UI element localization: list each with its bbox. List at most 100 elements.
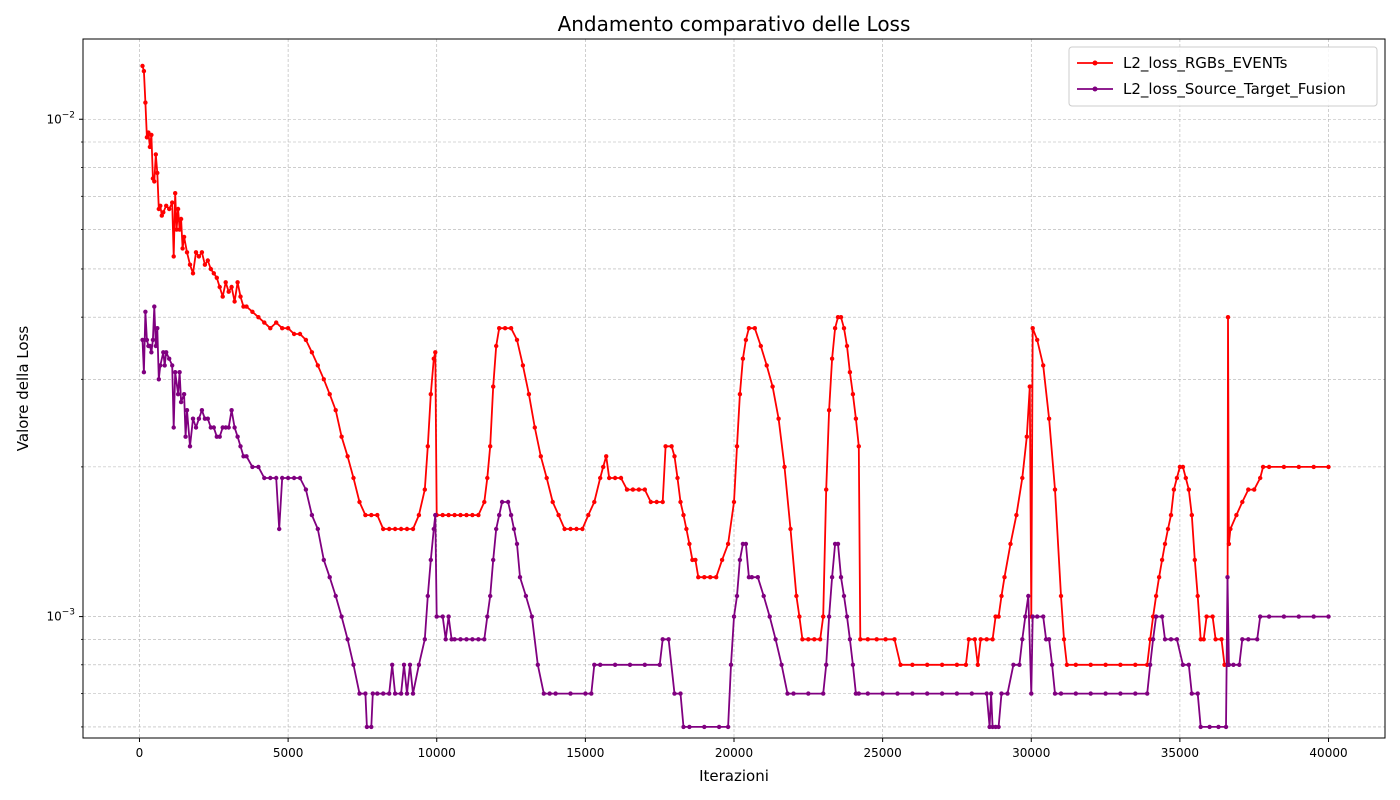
data-point <box>1210 614 1215 619</box>
data-point <box>1162 541 1168 547</box>
data-point <box>262 475 267 481</box>
data-point <box>1103 691 1108 696</box>
data-point <box>681 724 686 730</box>
data-point <box>895 691 900 696</box>
data-point <box>152 304 157 309</box>
data-point <box>607 475 612 481</box>
data-point <box>410 526 416 532</box>
x-tick-label: 30000 <box>1012 746 1050 760</box>
data-point <box>850 392 856 397</box>
series-1 <box>140 304 1331 730</box>
data-point <box>416 512 422 518</box>
data-point <box>1058 593 1064 599</box>
data-point <box>1030 326 1035 331</box>
data-point <box>773 637 778 642</box>
data-point <box>630 487 636 492</box>
data-point <box>485 475 490 481</box>
series-line <box>141 65 1329 666</box>
data-point <box>494 343 499 349</box>
data-point <box>1027 384 1033 389</box>
axis-ticks: 0 5000 10000 15000 20000 25000 30000 35000 40000… <box>46 110 1347 760</box>
data-point <box>351 662 356 667</box>
data-point <box>458 512 463 518</box>
data-point <box>1171 487 1177 492</box>
data-point <box>1246 637 1251 642</box>
data-point <box>1024 434 1030 439</box>
data-point <box>171 254 176 259</box>
data-point <box>1246 487 1251 492</box>
data-point <box>672 691 677 696</box>
data-point <box>309 350 315 355</box>
data-point <box>514 541 520 547</box>
data-point <box>193 250 199 255</box>
data-point <box>642 487 647 492</box>
data-point <box>829 575 835 580</box>
data-point <box>416 662 422 667</box>
grid <box>83 39 1385 738</box>
data-point <box>574 526 579 532</box>
data-point <box>211 271 216 276</box>
data-point <box>205 258 210 263</box>
data-point <box>675 475 680 481</box>
data-point <box>1165 526 1171 532</box>
data-point <box>1064 662 1070 667</box>
data-point <box>821 691 826 696</box>
data-point <box>256 315 261 320</box>
data-point <box>351 475 356 481</box>
data-point <box>1014 512 1019 518</box>
data-point <box>152 179 157 184</box>
data-point <box>205 416 210 421</box>
data-point <box>910 662 915 667</box>
data-point <box>425 593 430 599</box>
data-point <box>1002 575 1007 580</box>
data-point <box>398 526 404 532</box>
data-point <box>562 526 567 532</box>
data-point <box>327 575 332 580</box>
data-point <box>1029 691 1034 696</box>
data-point <box>327 392 332 397</box>
data-point <box>1020 637 1025 642</box>
data-point <box>636 487 642 492</box>
data-point <box>180 246 185 251</box>
data-point <box>1049 662 1055 667</box>
data-point <box>141 370 147 375</box>
data-point <box>963 662 969 667</box>
data-point <box>1023 614 1028 619</box>
data-point <box>526 392 532 397</box>
data-point <box>1223 724 1229 730</box>
x-tick-label: 25000 <box>864 746 902 760</box>
data-point <box>568 691 573 696</box>
data-point <box>291 475 297 481</box>
data-point <box>262 320 267 325</box>
data-point <box>520 363 526 368</box>
data-point <box>214 275 219 280</box>
data-point <box>1159 614 1165 619</box>
data-point <box>1226 541 1232 547</box>
legend: L2_loss_RGBs_EVENTs L2_loss_Source_Target… <box>1068 46 1378 107</box>
data-point <box>954 691 960 696</box>
data-point <box>1281 614 1287 619</box>
data-point <box>309 512 315 518</box>
data-point <box>1326 614 1331 619</box>
data-point <box>612 662 618 667</box>
data-point <box>404 691 410 696</box>
data-point <box>181 234 187 240</box>
data-point <box>452 637 457 642</box>
data-point <box>175 392 181 397</box>
data-point <box>856 691 861 696</box>
data-point <box>147 343 153 349</box>
data-point <box>1226 662 1232 667</box>
data-point <box>716 724 722 730</box>
data-point <box>164 203 169 208</box>
data-point <box>1133 662 1138 667</box>
data-point <box>470 637 475 642</box>
data-point <box>666 637 671 642</box>
data-point <box>678 499 683 505</box>
data-point <box>232 299 237 304</box>
data-point <box>1207 724 1212 730</box>
data-point <box>375 512 380 518</box>
data-point <box>714 575 719 580</box>
data-point <box>274 475 279 481</box>
data-point <box>1192 557 1198 563</box>
data-point <box>404 526 410 532</box>
